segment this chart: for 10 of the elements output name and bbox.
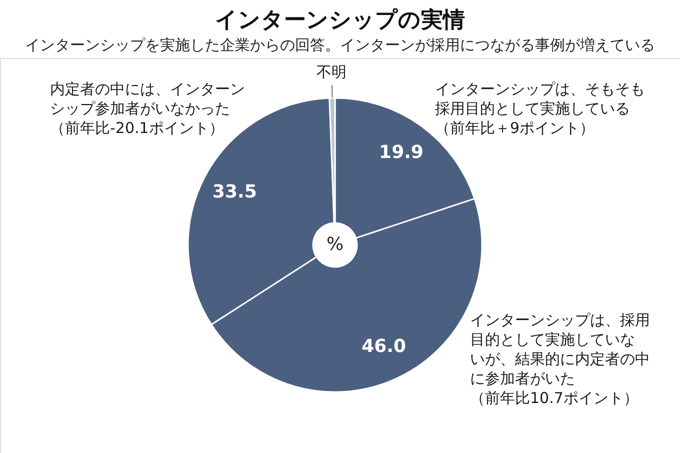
data-label: 33.5 [212,182,257,203]
chart-title: インターンシップの実情 [215,7,465,33]
slice-label: 不明 [316,63,347,82]
data-label: 19.9 [379,142,424,164]
text: % [326,234,344,255]
slice-label: 内定者の中には、インターンシップ参加者がいなかった（前年比-20.1ポイント） [50,80,245,137]
data-label: 46.0 [362,336,406,358]
chart-subtitle: インターンシップを実施した企業からの回答。インターンが採用につながる事例が増えている [25,36,655,54]
slice-label: インターンシップは、採用目的として実施していないが、結果的に内定者の中に参加者がいた（前年比10.7ポイント） [470,311,650,407]
slice-label: インターンシップは、そもそも採用目的として実施している（前年比＋9ポイント） [435,80,645,137]
